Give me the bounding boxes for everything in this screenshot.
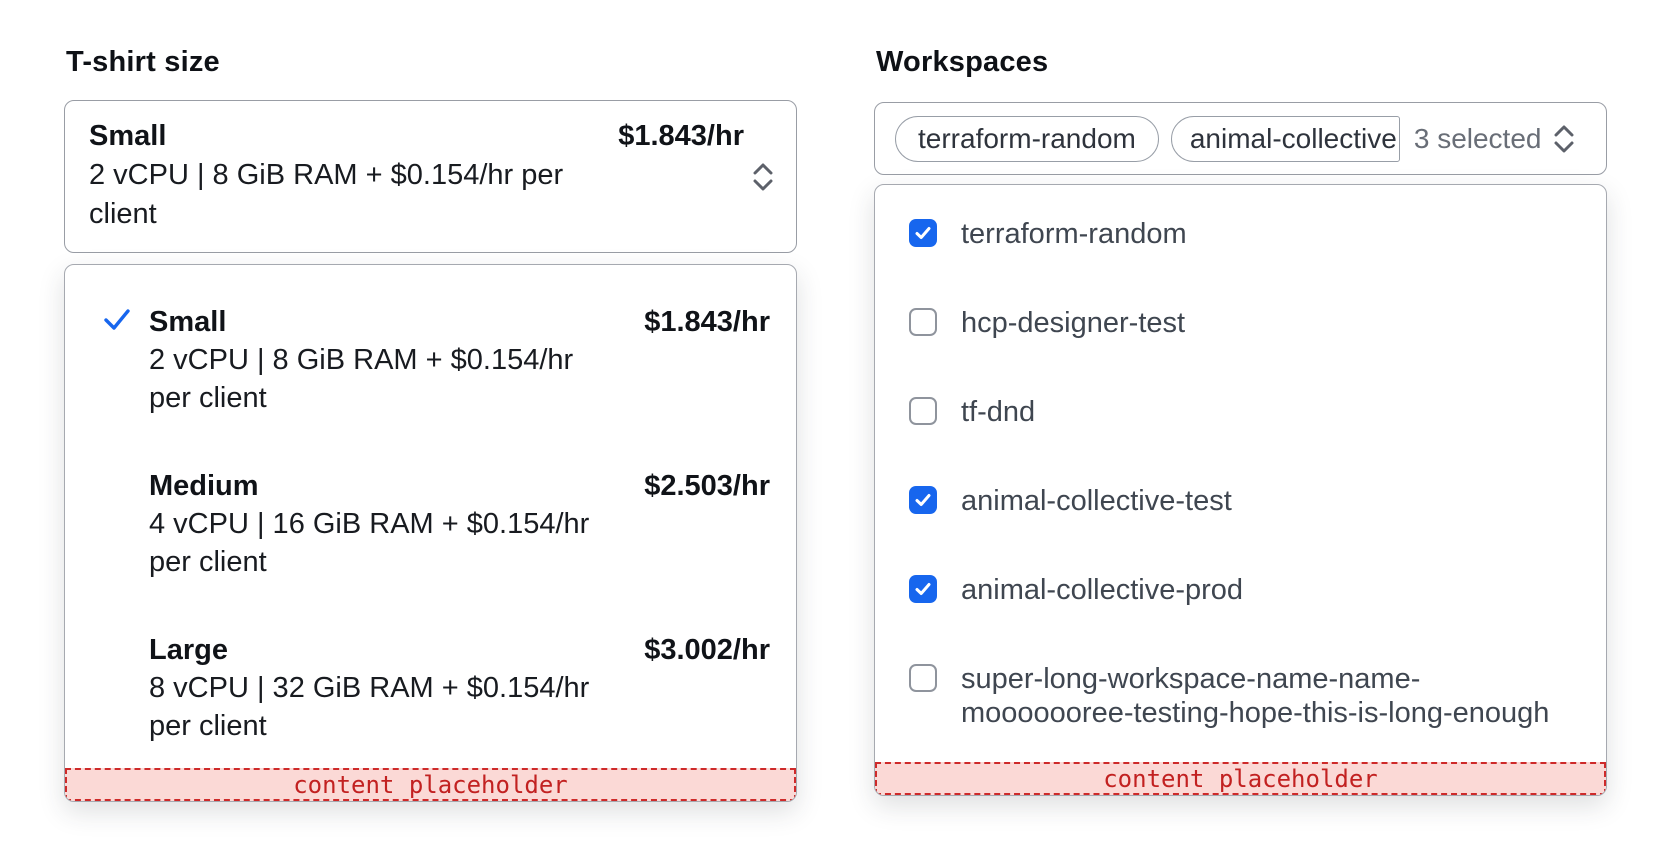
tshirt-dropdown-listbox: Small 2 vCPU | 8 GiB RAM + $0.154/hr per…	[64, 264, 797, 802]
workspace-option-label: super-long-workspace-name-name- moooooor…	[961, 663, 1550, 729]
content-placeholder: content placeholder	[65, 768, 796, 801]
tshirt-select-trigger[interactable]: Small $1.843/hr 2 vCPU | 8 GiB RAM + $0.…	[64, 100, 797, 253]
checkbox[interactable]	[909, 664, 937, 692]
option-description: 2 vCPU | 8 GiB RAM + $0.154/hr per clien…	[149, 344, 574, 414]
option-title: Small	[149, 306, 227, 338]
checkbox[interactable]	[909, 308, 937, 336]
updown-chevron-icon	[1554, 125, 1574, 152]
workspace-tag[interactable]: terraform-random	[895, 115, 1159, 162]
workspace-option-hcp-designer-test[interactable]: hcp-designer-test	[909, 306, 1580, 340]
workspace-option-terraform-random[interactable]: terraform-random	[909, 217, 1580, 251]
workspace-option-super-long-name[interactable]: super-long-workspace-name-name- moooooor…	[909, 662, 1580, 730]
selected-count: 3 selected	[1413, 122, 1542, 154]
option-description: 8 vCPU | 32 GiB RAM + $0.154/hr per clie…	[149, 672, 590, 742]
workspaces-dropdown-listbox: terraform-random hcp-designer-test tf-dn…	[874, 184, 1607, 796]
check-icon	[101, 631, 149, 745]
content-placeholder: content placeholder	[875, 762, 1606, 795]
option-price: $2.503/hr	[644, 470, 770, 502]
checkbox[interactable]	[909, 486, 937, 514]
option-large[interactable]: Large 8 vCPU | 32 GiB RAM + $0.154/hr pe…	[101, 631, 770, 745]
checkbox[interactable]	[909, 219, 937, 247]
check-icon	[101, 303, 149, 417]
workspace-option-label: animal-collective-prod	[961, 574, 1244, 606]
workspaces-multiselect-trigger[interactable]: terraform-random animal-collective 3 sel…	[874, 102, 1607, 175]
selected-option-title: Small	[89, 120, 167, 152]
workspace-option-label: terraform-random	[961, 218, 1187, 250]
selected-option-description: 2 vCPU | 8 GiB RAM + $0.154/hr per clien…	[89, 159, 564, 230]
option-title: Medium	[149, 470, 259, 502]
tshirt-size-label: T-shirt size	[66, 46, 220, 78]
workspace-option-label: animal-collective-test	[961, 485, 1232, 517]
workspace-option-label: tf-dnd	[961, 396, 1036, 428]
checkbox[interactable]	[909, 575, 937, 603]
workspace-option-tf-dnd[interactable]: tf-dnd	[909, 395, 1580, 429]
checkbox[interactable]	[909, 397, 937, 425]
workspace-option-animal-collective-prod[interactable]: animal-collective-prod	[909, 573, 1580, 607]
selected-option-price: $1.843/hr	[618, 120, 744, 152]
option-medium[interactable]: Medium 4 vCPU | 16 GiB RAM + $0.154/hr p…	[101, 467, 770, 581]
workspace-option-animal-collective-test[interactable]: animal-collective-test	[909, 484, 1580, 518]
option-price: $1.843/hr	[644, 306, 770, 338]
updown-chevron-icon	[753, 163, 773, 190]
option-description: 4 vCPU | 16 GiB RAM + $0.154/hr per clie…	[149, 508, 590, 578]
workspaces-label: Workspaces	[876, 46, 1049, 78]
workspace-option-label: hcp-designer-test	[961, 307, 1186, 339]
option-title: Large	[149, 634, 228, 666]
check-icon	[101, 467, 149, 581]
option-price: $3.002/hr	[644, 634, 770, 666]
option-small[interactable]: Small 2 vCPU | 8 GiB RAM + $0.154/hr per…	[101, 303, 770, 417]
workspace-tag-truncated[interactable]: animal-collective	[1170, 115, 1400, 162]
